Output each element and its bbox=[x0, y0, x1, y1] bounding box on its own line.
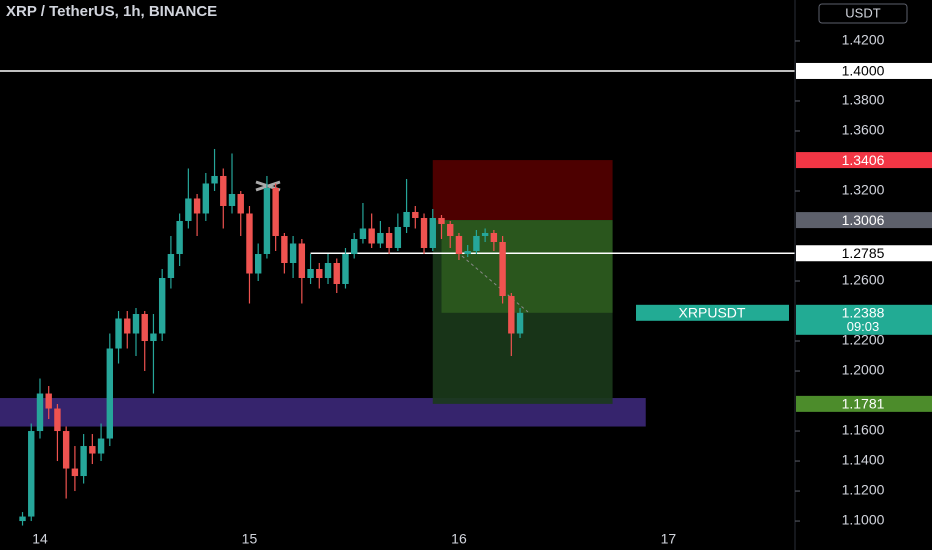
candle-body bbox=[342, 253, 349, 285]
candle-body bbox=[141, 314, 148, 342]
candle-body bbox=[124, 318, 131, 334]
candle-body bbox=[420, 217, 428, 248]
candle-body bbox=[254, 253, 262, 274]
candle-body bbox=[289, 243, 297, 263]
y-tick-label: 1.2000 bbox=[842, 362, 885, 378]
candle-body bbox=[115, 318, 122, 349]
candle-body bbox=[307, 268, 314, 279]
candle-body bbox=[368, 228, 375, 244]
candle-body bbox=[62, 431, 70, 469]
candle-body bbox=[97, 438, 105, 454]
candle-body bbox=[316, 268, 323, 279]
candle-body bbox=[246, 213, 253, 274]
candle-body bbox=[447, 223, 454, 236]
y-tick-label: 1.1400 bbox=[842, 452, 885, 468]
level-label-box bbox=[796, 395, 932, 412]
level-label: 1.3406 bbox=[842, 152, 885, 168]
y-tick-label: 1.1200 bbox=[842, 482, 885, 498]
x-tick-label: 17 bbox=[661, 531, 677, 547]
candle-body bbox=[394, 226, 402, 248]
candle-body bbox=[359, 228, 367, 239]
candle-body bbox=[106, 348, 114, 439]
candle-body bbox=[167, 253, 175, 279]
candle-body bbox=[508, 296, 515, 334]
x-tick-label: 16 bbox=[451, 531, 467, 547]
candle-body bbox=[351, 238, 358, 254]
candle-body bbox=[150, 333, 157, 342]
candle-body bbox=[158, 278, 166, 334]
level-label-box bbox=[796, 62, 932, 79]
candle-body bbox=[193, 198, 201, 214]
open-profit-area bbox=[441, 220, 613, 313]
candle-body bbox=[54, 408, 61, 432]
symbol-label: XRPUSDT bbox=[679, 305, 746, 321]
candle-body bbox=[228, 193, 236, 206]
candle-body bbox=[89, 446, 96, 454]
y-tick-label: 1.2600 bbox=[842, 272, 885, 288]
candle-body bbox=[516, 312, 524, 334]
y-tick-label: 1.4200 bbox=[842, 32, 885, 48]
candle-body bbox=[176, 220, 183, 254]
y-tick-label: 1.1600 bbox=[842, 422, 885, 438]
candle-body bbox=[429, 217, 436, 248]
candle-body bbox=[464, 250, 471, 254]
candle-body bbox=[36, 393, 44, 432]
candle-body bbox=[403, 211, 410, 227]
candle-body bbox=[237, 193, 244, 214]
candle-body bbox=[499, 241, 506, 297]
candle-body bbox=[263, 187, 271, 254]
candle-body bbox=[438, 217, 445, 224]
symbol-box bbox=[636, 304, 789, 321]
candle-body bbox=[19, 516, 26, 522]
price-label: 1.2388 bbox=[842, 305, 885, 321]
candle-body bbox=[211, 175, 218, 184]
currency-label[interactable]: USDT bbox=[845, 5, 880, 20]
y-tick-label: 1.3800 bbox=[842, 92, 885, 108]
x-tick-label: 14 bbox=[32, 531, 48, 547]
candle-body bbox=[490, 232, 498, 242]
y-tick-label: 1.3200 bbox=[842, 182, 885, 198]
candle-body bbox=[455, 235, 463, 254]
candle-body bbox=[71, 468, 79, 477]
level-label: 1.3006 bbox=[842, 212, 885, 228]
price-box bbox=[796, 304, 932, 335]
level-label-box bbox=[796, 245, 932, 262]
candle-body bbox=[377, 232, 384, 244]
candle-body bbox=[473, 235, 480, 251]
level-label-box bbox=[796, 212, 932, 229]
x-tick-label: 15 bbox=[242, 531, 258, 547]
candle-body bbox=[298, 243, 306, 279]
stop-area bbox=[432, 160, 613, 221]
candle-body bbox=[385, 232, 393, 248]
level-label: 1.4000 bbox=[842, 63, 885, 79]
candle-body bbox=[412, 211, 419, 218]
candle-body bbox=[281, 235, 288, 263]
candle-body bbox=[45, 393, 52, 409]
chart-title: XRP / TetherUS, 1h, BINANCE bbox=[6, 3, 217, 20]
y-tick-label: 1.3600 bbox=[842, 122, 885, 138]
candle-body bbox=[324, 262, 332, 279]
y-tick-label: 1.1000 bbox=[842, 512, 885, 528]
candle-body bbox=[272, 187, 279, 236]
level-label: 1.2785 bbox=[842, 245, 885, 261]
projection-arrow bbox=[461, 255, 529, 313]
candle-body bbox=[202, 183, 210, 214]
currency-button[interactable] bbox=[818, 3, 908, 24]
candle-body bbox=[220, 175, 227, 206]
level-label-box bbox=[796, 152, 932, 169]
countdown-label: 09:03 bbox=[847, 319, 880, 334]
candle-body bbox=[185, 198, 192, 221]
candle-body bbox=[28, 431, 35, 517]
candle-body bbox=[132, 314, 140, 334]
candle-body bbox=[481, 232, 489, 236]
candle-body bbox=[333, 262, 340, 285]
level-label: 1.1781 bbox=[842, 396, 885, 412]
y-tick-label: 1.2200 bbox=[842, 332, 885, 348]
candle-body bbox=[80, 446, 87, 477]
